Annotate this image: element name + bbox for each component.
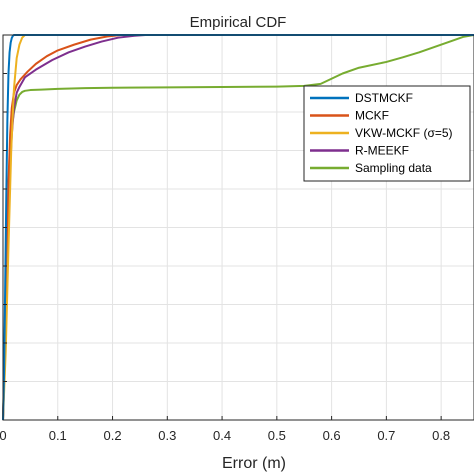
x-tick-label: 0.8 (432, 428, 450, 443)
x-tick-label: 0.2 (103, 428, 121, 443)
x-tick-label: 0.1 (49, 428, 67, 443)
series-line-dstmckf (2, 34, 474, 421)
legend-entry-label: VKW-MCKF (σ=5) (355, 126, 453, 140)
series-line-mckf (2, 34, 474, 421)
legend-entry-label: R-MEEKF (355, 144, 409, 158)
x-tick-label: 0 (0, 428, 7, 443)
x-tick-label: 0.5 (268, 428, 286, 443)
x-tick-label: 0.4 (213, 428, 231, 443)
series-layer (2, 34, 474, 421)
x-tick-label: 0.7 (377, 428, 395, 443)
ticks: 0 0.1 0.2 0.3 0.4 0.5 0.6 0.7 0.8 (0, 34, 450, 443)
legend-entry-label: MCKF (355, 109, 389, 123)
x-axis-title: Error (m) (222, 455, 286, 472)
legend-entry-label: Sampling data (355, 161, 432, 175)
series-line-vkw-mckf-5 (2, 34, 474, 421)
legend-entry-label: DSTMCKF (355, 91, 413, 105)
chart-title: Empirical CDF (190, 14, 287, 31)
x-tick-label: 0.3 (158, 428, 176, 443)
legend: DSTMCKF MCKF VKW-MCKF (σ=5) R-MEEKF Sampling… (303, 85, 471, 182)
x-tick-label: 0.6 (323, 428, 341, 443)
